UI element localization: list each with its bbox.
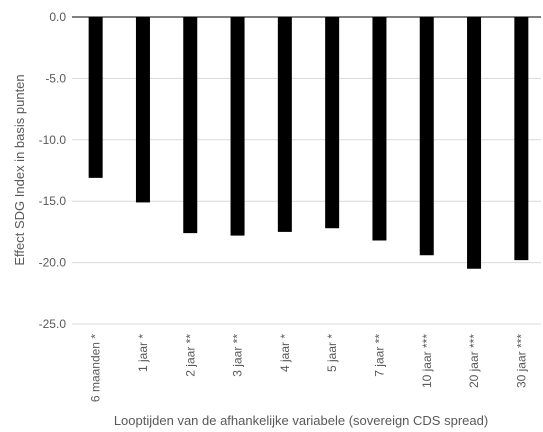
bar xyxy=(231,17,245,236)
x-tick-label: 20 jaar *** xyxy=(467,334,481,388)
y-tick-labels: 0.0 -5.0 -10.0 -15.0 -20.0 -25.0 xyxy=(39,10,67,331)
x-tick-label: 1 jaar * xyxy=(136,334,150,372)
bar xyxy=(325,17,339,228)
x-axis-title: Looptijden van de afhankelijke variabele… xyxy=(114,413,488,428)
y-tick-label: -20.0 xyxy=(39,256,67,270)
x-tick-label: 7 jaar ** xyxy=(372,334,386,377)
bar xyxy=(514,17,528,260)
y-tick-label: 0.0 xyxy=(49,10,66,24)
bar xyxy=(89,17,103,178)
x-tick-labels: 6 maanden * 1 jaar * 2 jaar ** 3 jaar ** 4 j… xyxy=(89,334,529,402)
x-tick-label: 6 maanden * xyxy=(89,334,103,402)
x-tick-label: 2 jaar ** xyxy=(183,334,197,377)
bar xyxy=(420,17,434,255)
x-tick-label: 30 jaar *** xyxy=(514,334,528,388)
y-tick-label: -10.0 xyxy=(39,133,67,147)
bar xyxy=(467,17,481,269)
bar xyxy=(136,17,150,202)
bar xyxy=(372,17,386,240)
bar xyxy=(183,17,197,233)
y-tick-label: -5.0 xyxy=(45,71,66,85)
x-tick-label: 10 jaar *** xyxy=(420,334,434,388)
x-tick-label: 3 jaar ** xyxy=(231,334,245,377)
y-tick-label: -15.0 xyxy=(39,194,67,208)
y-axis-title: Effect SDG Index in basis punten xyxy=(12,74,27,265)
x-tick-label: 4 jaar * xyxy=(278,334,292,372)
x-tick-label: 5 jaar * xyxy=(325,334,339,372)
y-tick-label: -25.0 xyxy=(39,317,67,331)
bars xyxy=(89,17,529,269)
bar xyxy=(278,17,292,232)
